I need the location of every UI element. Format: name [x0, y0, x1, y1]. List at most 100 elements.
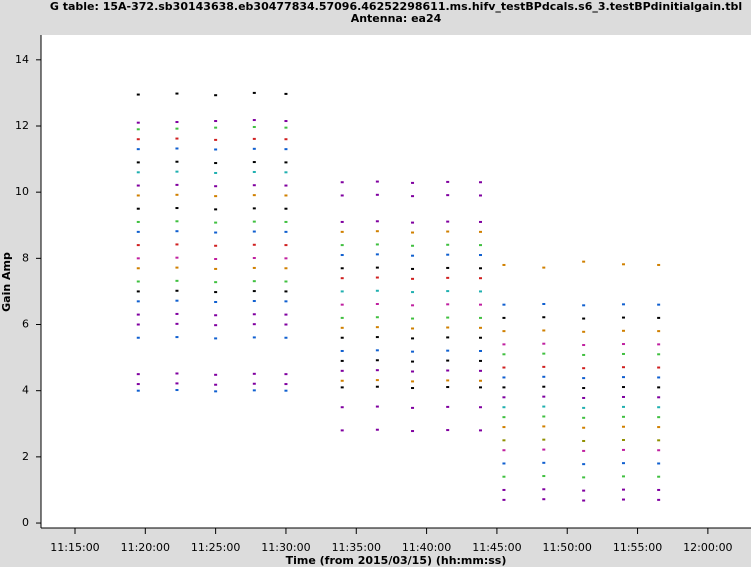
data-point [582, 416, 586, 419]
data-point [502, 488, 506, 491]
data-point [542, 385, 546, 388]
data-point [284, 92, 288, 95]
data-point [479, 254, 483, 257]
data-point [621, 425, 625, 428]
data-point [657, 343, 661, 346]
data-point [621, 475, 625, 478]
data-point [252, 184, 256, 187]
data-point [284, 267, 288, 270]
data-point [657, 406, 661, 409]
data-point [252, 313, 256, 316]
data-point [621, 376, 625, 379]
data-point [411, 304, 415, 307]
data-point [582, 367, 586, 370]
data-point [446, 326, 450, 329]
x-tick-label: 11:55:00 [613, 541, 662, 554]
data-point [502, 406, 506, 409]
data-point [340, 359, 344, 362]
data-point [136, 138, 140, 141]
data-point [411, 254, 415, 257]
data-point [479, 267, 483, 270]
data-point [340, 429, 344, 432]
data-point [340, 349, 344, 352]
data-point [502, 303, 506, 306]
data-point [214, 301, 218, 304]
data-point [621, 366, 625, 369]
data-point [502, 386, 506, 389]
data-point [175, 299, 179, 302]
data-point [375, 428, 379, 431]
data-point [621, 498, 625, 501]
x-tick-label: 11:50:00 [543, 541, 592, 554]
data-point [136, 121, 140, 124]
data-point [621, 462, 625, 465]
data-point [252, 170, 256, 173]
data-point [340, 290, 344, 293]
x-tick-label: 11:25:00 [191, 541, 240, 554]
chart-title: G table: 15A-372.sb30143638.eb30477834.5… [50, 0, 742, 13]
data-point [375, 266, 379, 269]
data-point [284, 336, 288, 339]
data-point [411, 195, 415, 198]
x-tick-label: 11:40:00 [402, 541, 451, 554]
data-point [175, 220, 179, 223]
data-point [214, 258, 218, 261]
data-point [214, 314, 218, 317]
data-point [252, 137, 256, 140]
data-point [136, 148, 140, 151]
data-point [175, 372, 179, 375]
data-point [214, 221, 218, 224]
data-point [411, 231, 415, 234]
data-point [621, 329, 625, 332]
data-point [284, 138, 288, 141]
data-point [136, 194, 140, 197]
data-point [657, 303, 661, 306]
data-point [621, 448, 625, 451]
data-point [375, 369, 379, 372]
data-point [252, 336, 256, 339]
plot-area [41, 35, 751, 528]
data-point [621, 405, 625, 408]
data-point [136, 336, 140, 339]
data-point [340, 406, 344, 409]
data-point [582, 353, 586, 356]
data-point [657, 439, 661, 442]
data-point [284, 383, 288, 386]
data-point [252, 147, 256, 150]
data-point [175, 160, 179, 163]
data-point [252, 372, 256, 375]
data-point [542, 415, 546, 418]
data-point [214, 171, 218, 174]
data-point [582, 387, 586, 390]
data-point [479, 290, 483, 293]
data-point [136, 230, 140, 233]
data-point [136, 313, 140, 316]
data-point [284, 313, 288, 316]
data-point [411, 430, 415, 433]
data-point [542, 329, 546, 332]
data-point [542, 405, 546, 408]
data-point [582, 426, 586, 429]
data-point [621, 263, 625, 266]
y-tick-label: 4 [22, 384, 29, 397]
data-point [411, 244, 415, 247]
data-point [582, 344, 586, 347]
data-point [479, 336, 483, 339]
data-point [284, 220, 288, 223]
data-point [446, 243, 450, 246]
data-point [542, 395, 546, 398]
data-point [214, 208, 218, 211]
x-tick-label: 11:45:00 [472, 541, 521, 554]
data-point [542, 365, 546, 368]
data-point [284, 257, 288, 260]
data-point [175, 230, 179, 233]
data-point [446, 266, 450, 269]
data-point [214, 120, 218, 123]
data-point [340, 386, 344, 389]
y-tick-label: 14 [15, 53, 29, 66]
data-point [175, 147, 179, 150]
data-point [136, 207, 140, 210]
data-point [479, 359, 483, 362]
data-point [542, 302, 546, 305]
